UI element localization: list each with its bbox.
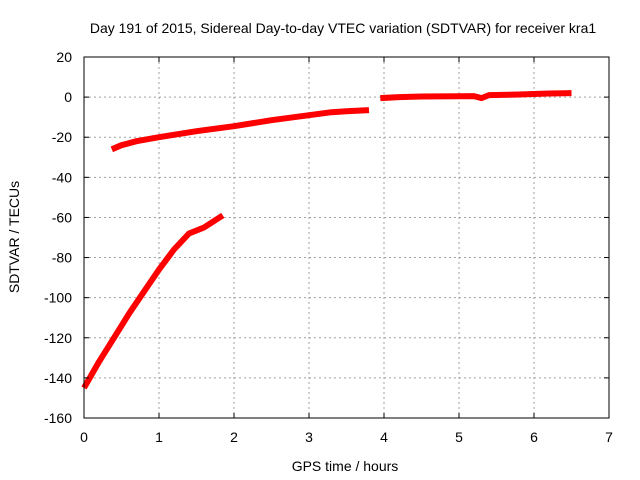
series-layer [81, 90, 572, 390]
x-tick-label: 7 [605, 429, 613, 445]
x-tick-label: 2 [230, 429, 238, 445]
y-tick-label: -120 [44, 330, 72, 346]
y-axis-label: SDTVAR / TECUs [6, 181, 22, 293]
y-tick-label: -20 [52, 129, 72, 145]
x-tick-label: 3 [305, 429, 313, 445]
x-tick-label: 4 [380, 429, 388, 445]
series-line-arc-1 [81, 212, 225, 390]
y-tick-label: 0 [64, 89, 72, 105]
chart-title: Day 191 of 2015, Sidereal Day-to-day VTE… [90, 20, 596, 36]
y-tick-label: -40 [52, 169, 72, 185]
plot-frame [83, 56, 610, 419]
y-tick-label: -80 [52, 250, 72, 266]
x-tick-label: 0 [80, 429, 88, 445]
ticks: 0 1 2 3 4 5 6 7 -160 -140 -120 -100 -80 -60 -40 -20 0 20 [44, 49, 613, 445]
y-tick-label: -160 [44, 410, 72, 426]
x-axis-label: GPS time / hours [292, 458, 399, 474]
y-tick-label: -60 [52, 209, 72, 225]
series-line-arc-2 [110, 107, 370, 153]
y-tick-label: -140 [44, 370, 72, 386]
y-tick-label: -100 [44, 290, 72, 306]
x-tick-label: 1 [155, 429, 163, 445]
y-tick-label: 20 [56, 49, 72, 65]
x-tick-label: 5 [455, 429, 463, 445]
x-tick-label: 6 [530, 429, 538, 445]
series-line-arc-3 [380, 90, 572, 102]
